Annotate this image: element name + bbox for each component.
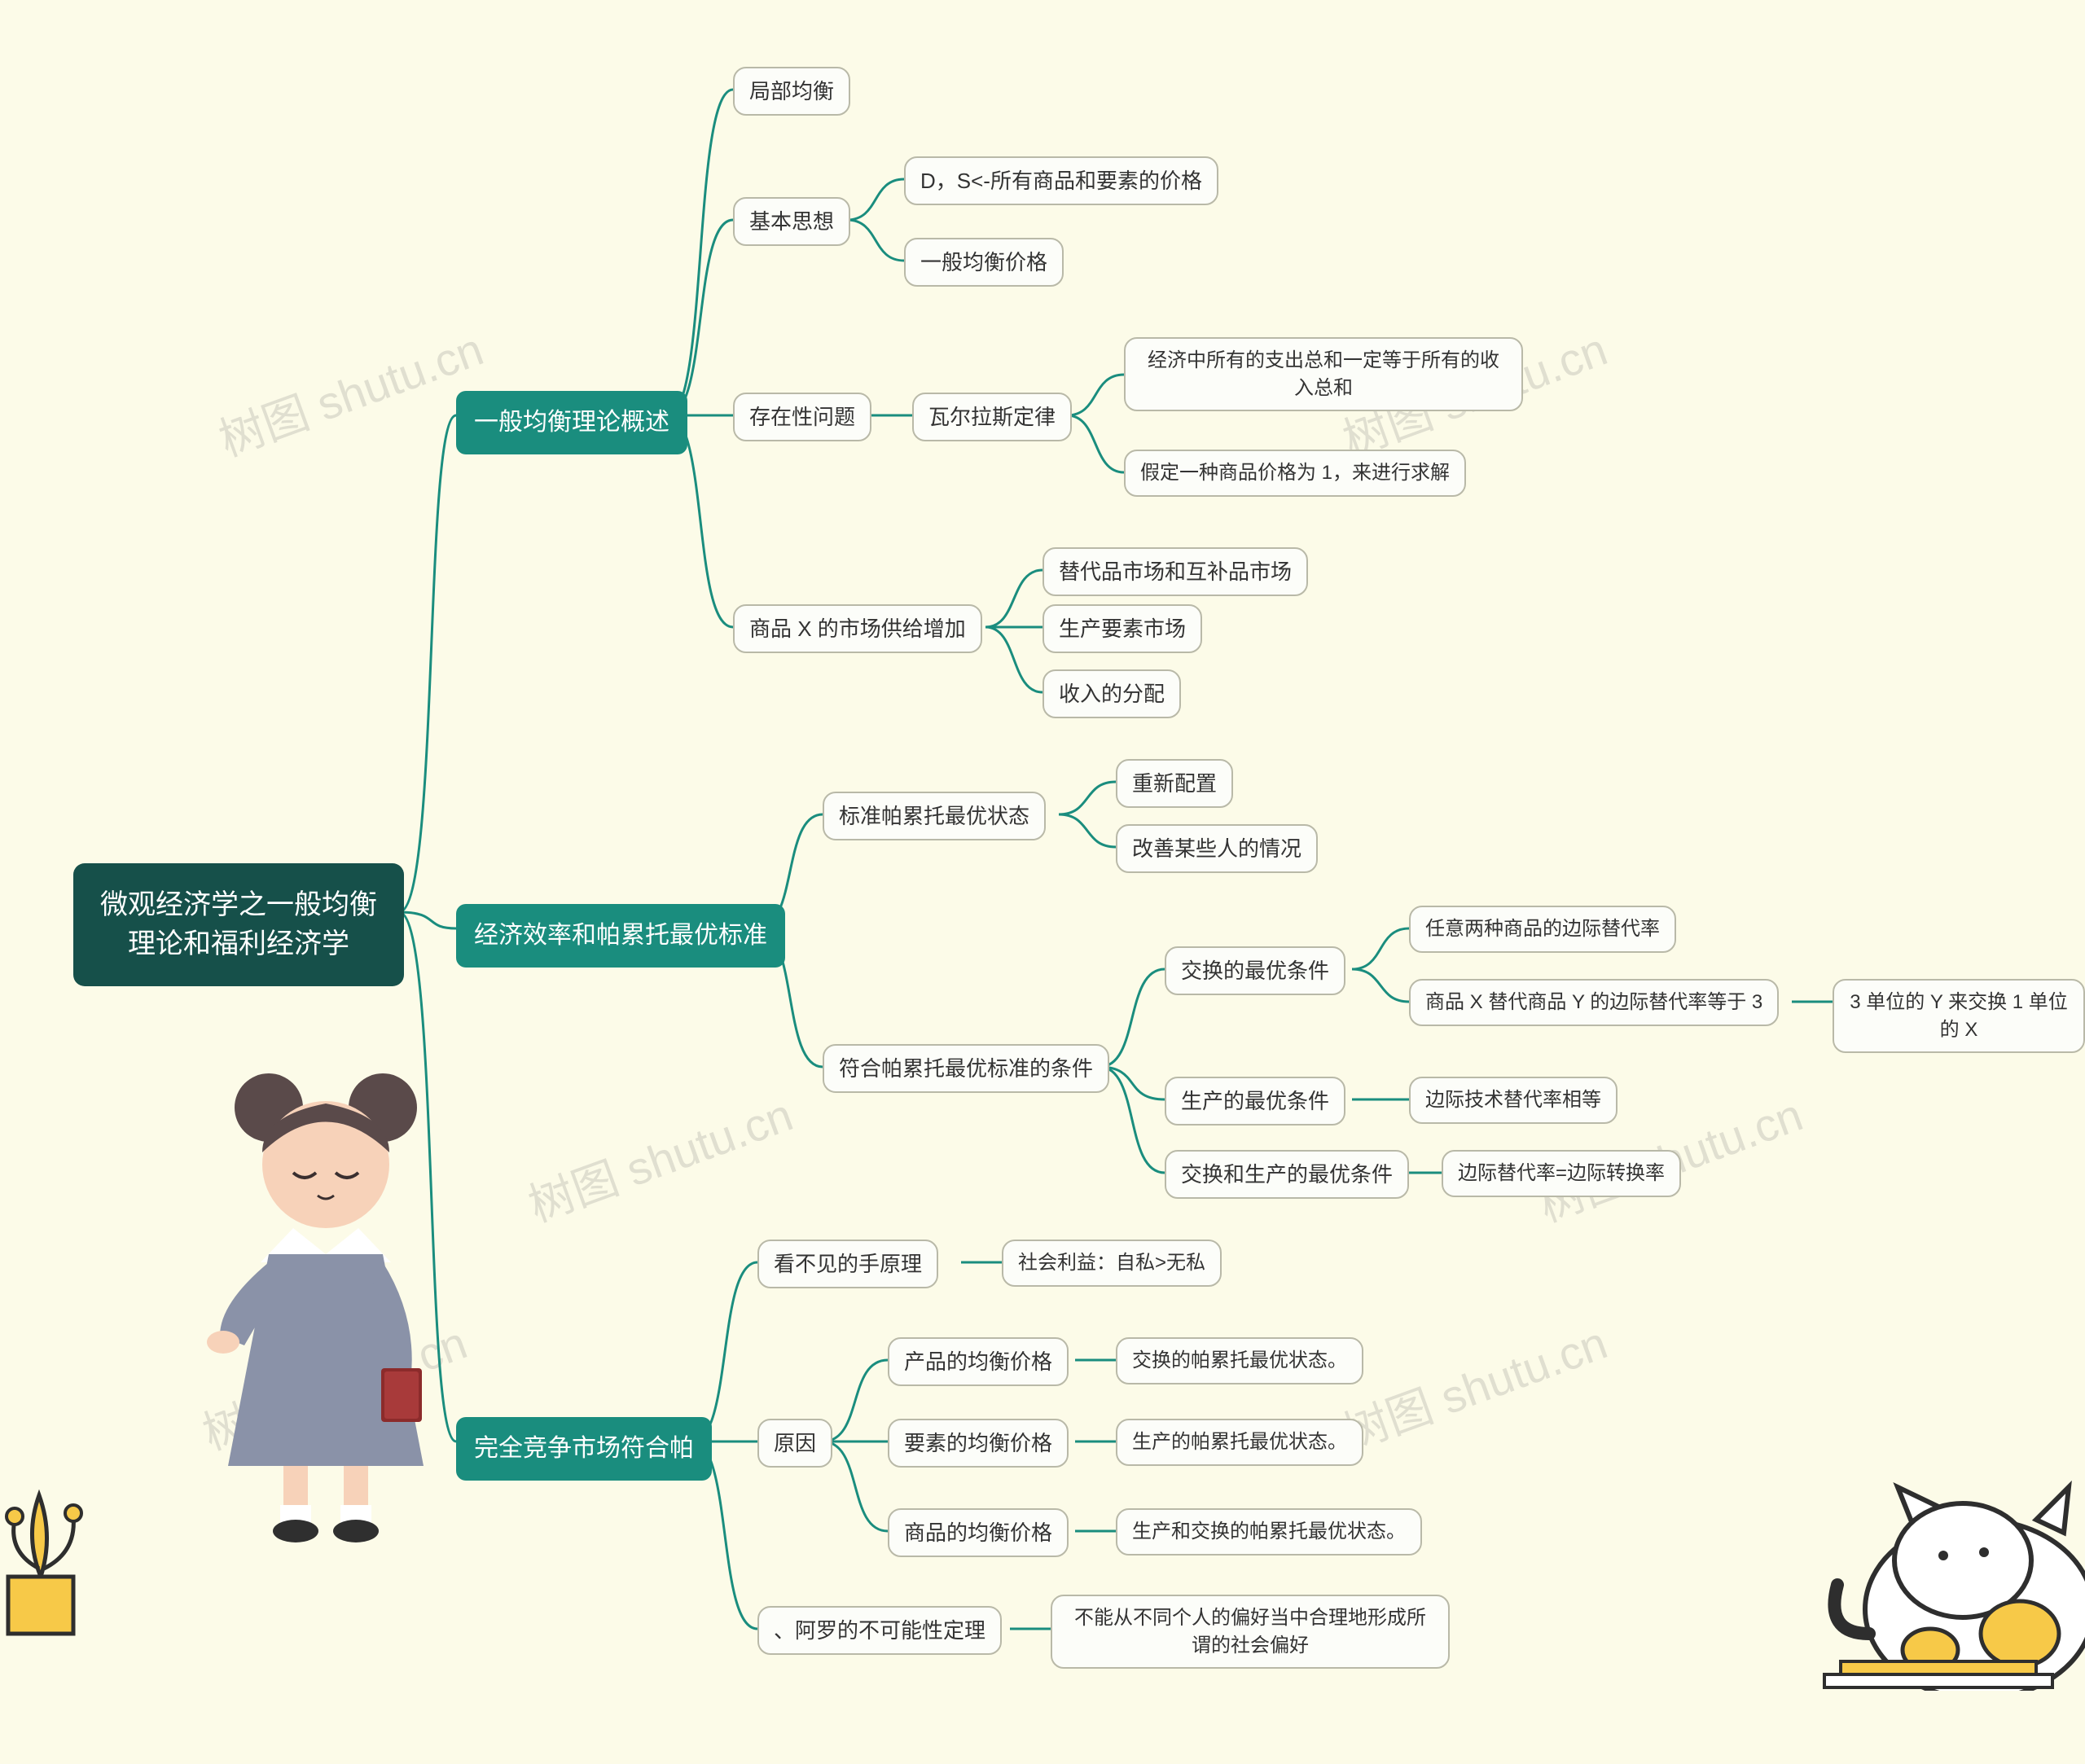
leaf-b1-c2-d1: D，S<-所有商品和要素的价格 xyxy=(904,156,1218,205)
leaf-b1-c3: 存在性问题 xyxy=(733,393,871,441)
leaf-b3-d15-e9: 生产和交换的帕累托最优状态。 xyxy=(1116,1508,1422,1556)
leaf-b3-c7: 看不见的手原理 xyxy=(757,1240,938,1288)
branch-pareto: 经济效率和帕累托最优标准 xyxy=(456,904,785,968)
leaf-b2-c6-d10: 生产的最优条件 xyxy=(1165,1077,1345,1126)
watermark: 树图 shutu.cn xyxy=(208,313,491,469)
leaf-b2-c5: 标准帕累托最优状态 xyxy=(823,792,1046,840)
leaf-b3-c9: 、阿罗的不可能性定理 xyxy=(757,1606,1002,1655)
leaf-b2-c6-d11: 交换和生产的最优条件 xyxy=(1165,1150,1409,1199)
leaf-b1-c3-d3-e2: 假定一种商品价格为 1，来进行求解 xyxy=(1124,450,1466,497)
branch-general-equilibrium: 一般均衡理论概述 xyxy=(456,391,687,454)
leaf-b1-c2-d2: 一般均衡价格 xyxy=(904,238,1064,287)
leaf-b3-d14-e8: 生产的帕累托最优状态。 xyxy=(1116,1419,1363,1466)
leaf-b3-c8-d13: 产品的均衡价格 xyxy=(888,1337,1069,1386)
leaf-b1-c3-d3-e1: 经济中所有的支出总和一定等于所有的收入总和 xyxy=(1124,337,1523,411)
branch-perfect-competition: 完全竞争市场符合帕 xyxy=(456,1417,712,1481)
leaf-b2-c6: 符合帕累托最优标准的条件 xyxy=(823,1044,1109,1093)
root-node: 微观经济学之一般均衡理论和福利经济学 xyxy=(73,863,404,986)
leaf-b1-c4-d6: 收入的分配 xyxy=(1042,669,1181,718)
leaf-b2-d9-e3: 任意两种商品的边际替代率 xyxy=(1409,906,1676,953)
cat-illustration xyxy=(1792,1365,2085,1691)
watermark: 树图 shutu.cn xyxy=(518,1078,801,1235)
leaf-b1-c4-d5: 生产要素市场 xyxy=(1042,604,1202,653)
leaf-b3-c8: 原因 xyxy=(757,1419,832,1468)
leaf-b2-d10-e5: 边际技术替代率相等 xyxy=(1409,1077,1618,1124)
leaf-b1-c2: 基本思想 xyxy=(733,197,850,246)
leaf-b2-c5-d8: 改善某些人的情况 xyxy=(1116,824,1318,873)
girl-illustration xyxy=(179,1059,472,1547)
leaf-b2-d11-e6: 边际替代率=边际转换率 xyxy=(1442,1150,1681,1197)
leaf-b3-c9-d16: 不能从不同个人的偏好当中合理地形成所谓的社会偏好 xyxy=(1051,1595,1450,1669)
leaf-b2-c5-d7: 重新配置 xyxy=(1116,759,1233,808)
leaf-b2-e4-f1: 3 单位的 Y 来交换 1 单位的 X xyxy=(1833,979,2085,1053)
leaf-b3-c8-d14: 要素的均衡价格 xyxy=(888,1419,1069,1468)
leaf-b1-c1: 局部均衡 xyxy=(733,67,850,116)
leaf-b3-c8-d15: 商品的均衡价格 xyxy=(888,1508,1069,1557)
leaf-b3-d13-e7: 交换的帕累托最优状态。 xyxy=(1116,1337,1363,1384)
leaf-b1-c4: 商品 X 的市场供给增加 xyxy=(733,604,982,653)
leaf-b2-d9-e4: 商品 X 替代商品 Y 的边际替代率等于 3 xyxy=(1409,979,1779,1026)
leaf-b3-c7-d12: 社会利益：自私>无私 xyxy=(1002,1240,1222,1287)
leaf-b1-c3-d3: 瓦尔拉斯定律 xyxy=(912,393,1072,441)
watermark: 树图 shutu.cn xyxy=(1332,1306,1615,1463)
leaf-b2-c6-d9: 交换的最优条件 xyxy=(1165,946,1345,995)
plant-illustration xyxy=(0,1438,98,1650)
leaf-b1-c4-d4: 替代品市场和互补品市场 xyxy=(1042,547,1308,596)
